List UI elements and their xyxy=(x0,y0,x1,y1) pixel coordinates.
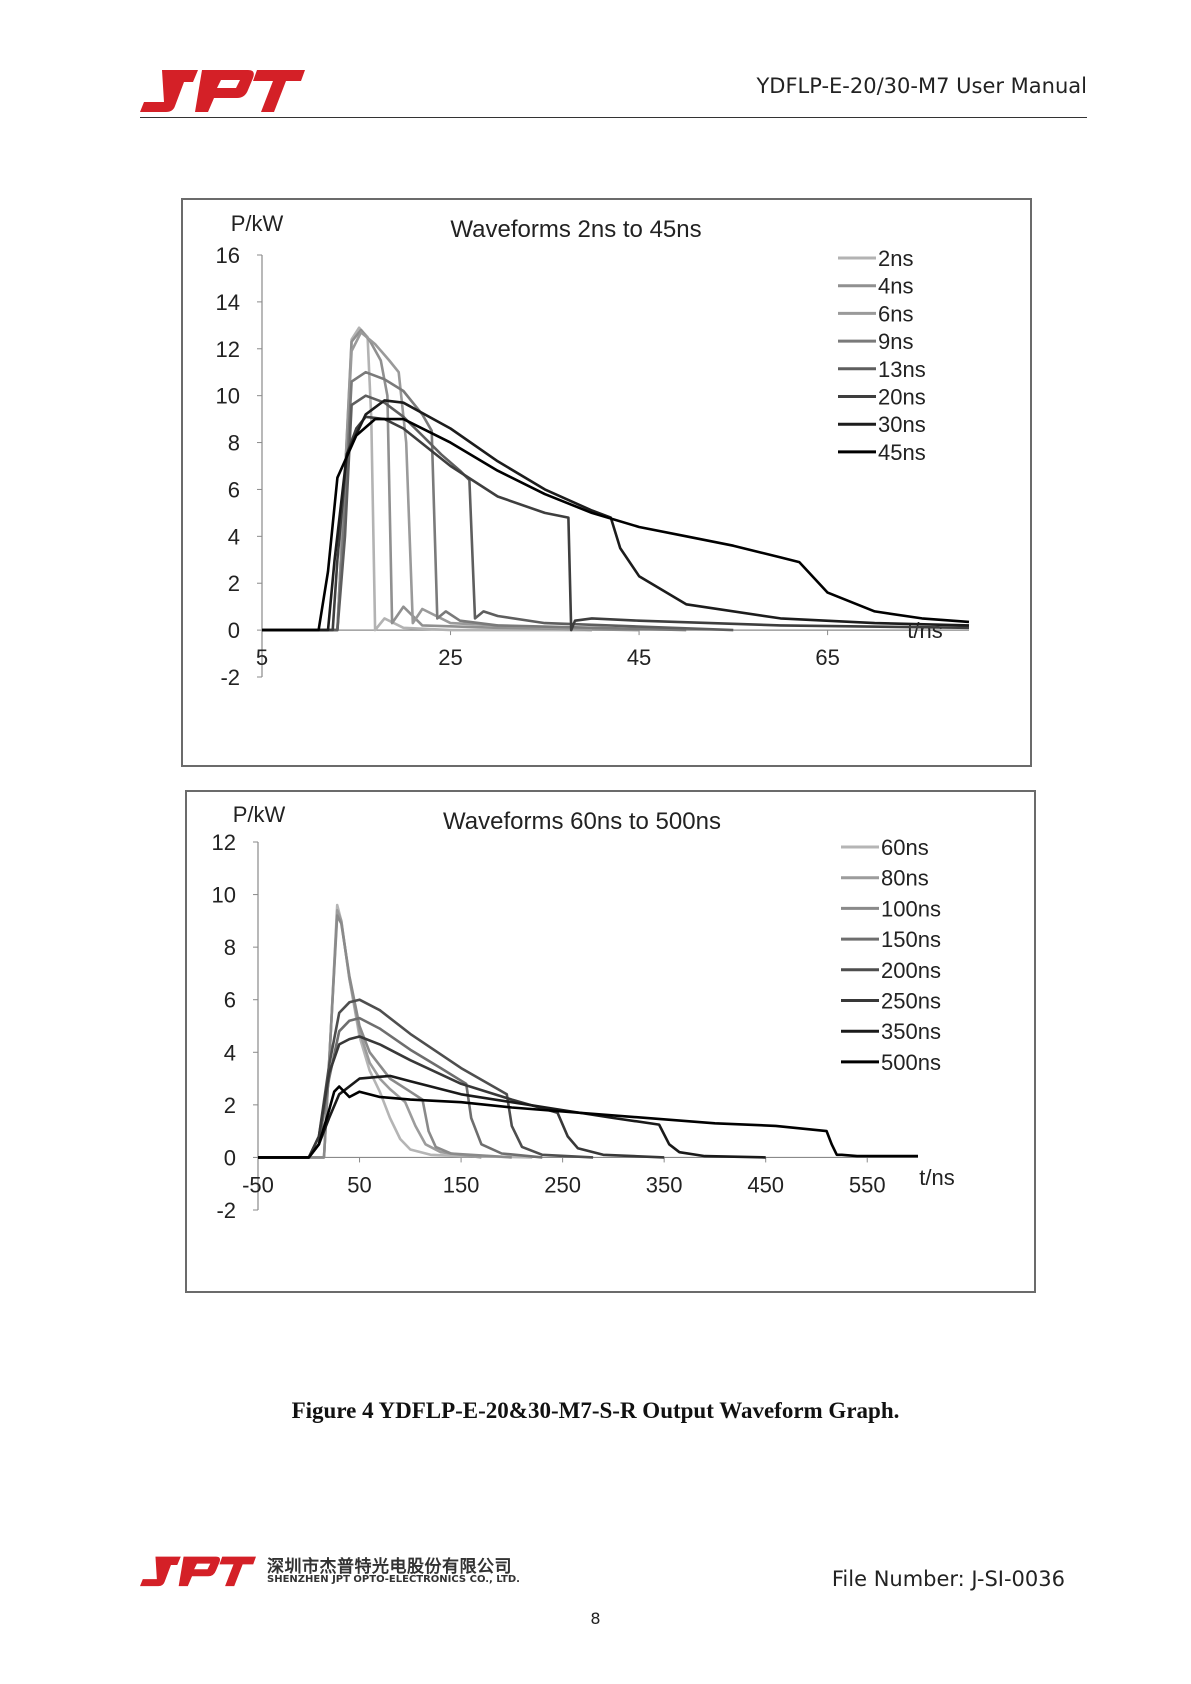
document-title: YDFLP-E-20/30-M7 User Manual xyxy=(756,74,1087,98)
series-line-60ns xyxy=(258,903,533,1159)
legend-label-150ns: 150ns xyxy=(881,927,941,952)
y-tick-label: 10 xyxy=(216,384,240,409)
x-tick-label: 5 xyxy=(256,645,268,670)
y-tick-label: 0 xyxy=(228,618,240,643)
y-tick-label: 8 xyxy=(228,431,240,456)
legend-label-9ns: 9ns xyxy=(878,329,913,354)
x-tick-label: 350 xyxy=(646,1172,683,1197)
y-tick-label: 12 xyxy=(216,337,240,362)
x-tick-label: -50 xyxy=(242,1172,274,1197)
y-tick-label: 6 xyxy=(228,477,240,502)
series-line-350ns xyxy=(258,1074,766,1159)
x-tick-label: 25 xyxy=(438,645,462,670)
series-line-250ns xyxy=(258,1035,665,1159)
footer-company-name-en: SHENZHEN JPT OPTO-ELECTRONICS CO., LTD. xyxy=(267,1574,520,1585)
y-tick-label: 10 xyxy=(212,883,236,908)
legend-label-13ns: 13ns xyxy=(878,357,926,382)
y-tick-label: 2 xyxy=(228,571,240,596)
page-number: 8 xyxy=(590,1609,601,1628)
x-tick-label: 65 xyxy=(815,645,839,670)
x-axis-label: t/ns xyxy=(907,618,942,643)
y-tick-label: -2 xyxy=(220,665,240,690)
chart-title: Waveforms 60ns to 500ns xyxy=(443,808,721,835)
x-tick-label: 450 xyxy=(747,1172,784,1197)
series-line-500ns xyxy=(258,1085,918,1159)
x-axis-label: t/ns xyxy=(919,1165,954,1190)
y-tick-label: 2 xyxy=(224,1093,236,1118)
x-tick-label: 45 xyxy=(627,645,651,670)
legend-label-6ns: 6ns xyxy=(878,301,913,326)
legend-label-350ns: 350ns xyxy=(881,1019,941,1044)
legend-label-4ns: 4ns xyxy=(878,274,913,299)
legend-label-250ns: 250ns xyxy=(881,989,941,1014)
y-tick-label: 0 xyxy=(224,1145,236,1170)
figure-caption: Figure 4 YDFLP-E-20&30-M7-S-R Output Wav… xyxy=(291,1398,900,1423)
series-line-6ns xyxy=(262,331,592,632)
series-line-80ns xyxy=(258,909,482,1159)
header-divider xyxy=(140,117,1087,118)
chart-1-svg: 16 14 12 10 8 6 4 2 0 -2 5 25 45 65 P/kW t/ns Waveforms … xyxy=(216,211,970,690)
y-tick-label: -2 xyxy=(216,1198,236,1223)
legend-label-30ns: 30ns xyxy=(878,412,926,437)
y-axis-label: P/kW xyxy=(231,211,284,236)
legend-label-200ns: 200ns xyxy=(881,958,941,983)
y-tick-label: 4 xyxy=(224,1040,236,1065)
y-tick-label: 4 xyxy=(228,524,240,549)
x-tick-label: 550 xyxy=(849,1172,886,1197)
series-line-13ns xyxy=(262,394,734,632)
legend-label-500ns: 500ns xyxy=(881,1050,941,1075)
x-tick-label: 250 xyxy=(544,1172,581,1197)
series-line-200ns xyxy=(258,998,594,1159)
x-tick-label: 150 xyxy=(443,1172,480,1197)
series-line-9ns xyxy=(262,370,687,632)
chart-waveforms-60ns-500ns: 12 10 8 6 4 2 0 -2 -50 50 150 250 350 450 550 P/kW t/ns W… xyxy=(185,790,1036,1293)
series-line-2ns xyxy=(262,326,592,632)
y-tick-label: 12 xyxy=(212,830,236,855)
y-tick-label: 6 xyxy=(224,988,236,1013)
y-axis-label: P/kW xyxy=(233,802,286,827)
chart-title: Waveforms 2ns to 45ns xyxy=(450,216,701,243)
chart-2-svg: 12 10 8 6 4 2 0 -2-50 50 150 250 350 450 550 P/kW t/ns W… xyxy=(212,802,955,1223)
footer-jpt-logo xyxy=(140,1556,256,1587)
legend-label-60ns: 60ns xyxy=(881,835,929,860)
file-number: File Number: J-SI-0036 xyxy=(831,1567,1065,1591)
footer-company-name-cn: 深圳市杰普特光电股份有限公司 xyxy=(267,1557,512,1577)
y-tick-label: 8 xyxy=(224,935,236,960)
x-tick-label: 50 xyxy=(347,1172,371,1197)
legend-label-20ns: 20ns xyxy=(878,385,926,410)
series-line-100ns xyxy=(258,914,512,1159)
series-line-4ns xyxy=(262,328,640,632)
series-line-30ns xyxy=(262,399,970,632)
legend-label-100ns: 100ns xyxy=(881,896,941,921)
jpt-logo xyxy=(140,70,305,112)
legend-label-2ns: 2ns xyxy=(878,246,913,271)
y-tick-label: 16 xyxy=(216,243,240,268)
y-tick-label: 14 xyxy=(216,290,240,315)
legend-label-80ns: 80ns xyxy=(881,866,929,891)
legend-label-45ns: 45ns xyxy=(878,440,926,465)
series-line-20ns xyxy=(262,415,970,632)
chart-waveforms-2ns-45ns: 16 14 12 10 8 6 4 2 0 -2 5 25 45 65 P/kW t/ns Waveforms … xyxy=(181,198,1032,767)
series-line-45ns xyxy=(262,417,970,632)
